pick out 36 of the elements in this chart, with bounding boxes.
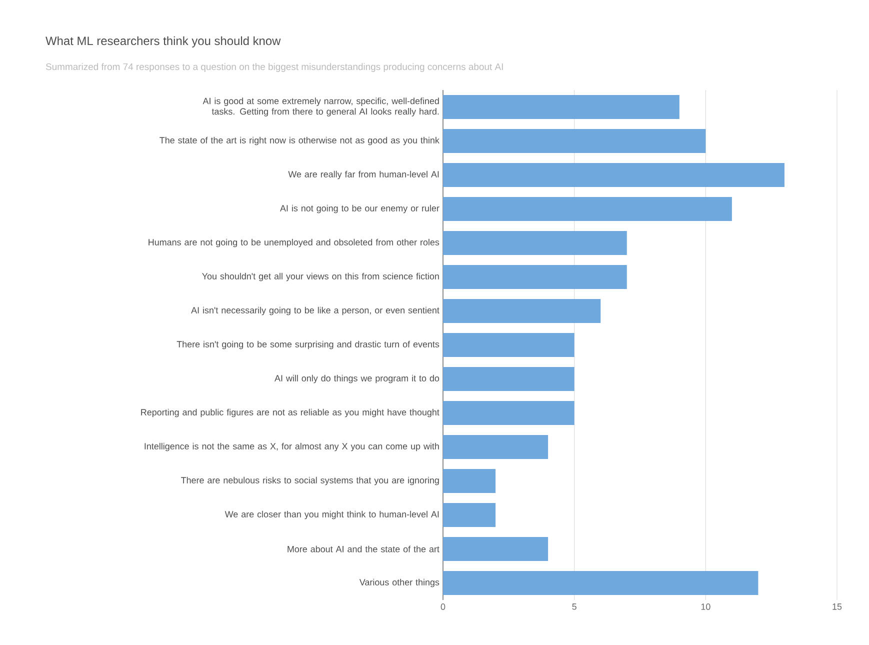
bar — [443, 571, 758, 596]
bar — [443, 299, 601, 324]
y-tick-label: There isn't going to be some surprising and drastic turn of events — [176, 340, 440, 350]
y-tick-label: More about AI and the state of the art — [288, 546, 440, 552]
y-tick-label: We are really far from human-level AI — [288, 170, 439, 180]
bar — [443, 231, 627, 255]
x-tick-label: 0 — [440, 604, 446, 610]
bar — [443, 95, 680, 119]
bar — [443, 265, 627, 289]
y-tick-label: Humans are not going to be unemployed and obsoleted from other roles — [148, 238, 440, 248]
text: What ML researchers think you should know — [46, 36, 281, 48]
text: Summarized from 74 responses to a question on the biggest misunderstandings producing concerns about AI — [46, 63, 503, 72]
y-tick-label: AI is good at some extremely narrow, specific, well-defined tasks. Getting from there to general AI looks really hard. — [202, 98, 439, 116]
bar — [443, 367, 574, 392]
y-tick-label: The state of the art is right now is otherwise not as good as you think — [160, 136, 440, 146]
y-tick-label: We are closer than you might think to human-level AI — [224, 510, 439, 520]
bar — [443, 129, 706, 153]
bar — [443, 333, 574, 358]
y-tick-label: AI isn't necessarily going to be like a person, or even sentient — [191, 306, 440, 316]
y-tick-label: There are nebulous risks to social systems that you are ignoring — [181, 476, 439, 486]
bar — [443, 401, 574, 426]
bar — [443, 537, 548, 562]
y-tick-label: Intelligence is not the same as X, for almost any X you can come up with — [144, 442, 439, 452]
x-tick-label: 5 — [572, 604, 576, 610]
y-tick-label: AI is not going to be our enemy or ruler — [280, 204, 440, 214]
y-tick-label: AI will only do things we program it to do — [274, 374, 440, 384]
y-tick-label: You shouldn't get all your views on this from science fiction — [202, 272, 439, 282]
x-tick-label: 10 — [701, 604, 710, 610]
bar — [443, 197, 732, 221]
bar — [443, 503, 496, 528]
bar — [443, 163, 784, 187]
y-tick-label: Various other things — [359, 578, 440, 588]
bar — [443, 435, 548, 460]
y-tick-label: Reporting and public figures are not as reliable as you might have thought — [141, 408, 440, 418]
bar — [443, 469, 496, 494]
x-tick-label: 15 — [832, 604, 842, 610]
